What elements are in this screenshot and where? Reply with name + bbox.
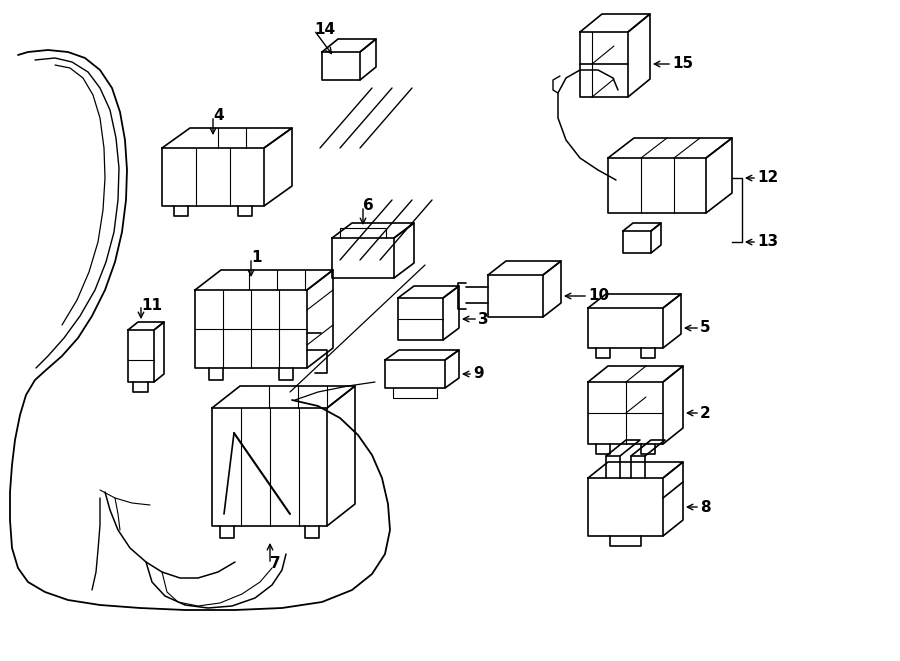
Text: 1: 1 — [251, 251, 262, 266]
Text: 5: 5 — [700, 321, 711, 336]
Text: 11: 11 — [141, 297, 162, 313]
Text: 8: 8 — [700, 500, 711, 514]
Text: 3: 3 — [478, 311, 489, 327]
Text: 6: 6 — [363, 198, 374, 214]
Text: 4: 4 — [213, 108, 223, 124]
Text: 15: 15 — [672, 56, 693, 71]
Text: 9: 9 — [473, 366, 483, 381]
Text: 12: 12 — [757, 171, 778, 186]
Text: 10: 10 — [588, 288, 609, 303]
Text: 2: 2 — [700, 405, 711, 420]
Text: 13: 13 — [757, 235, 778, 249]
Text: 7: 7 — [270, 557, 281, 572]
Text: 14: 14 — [314, 22, 335, 38]
